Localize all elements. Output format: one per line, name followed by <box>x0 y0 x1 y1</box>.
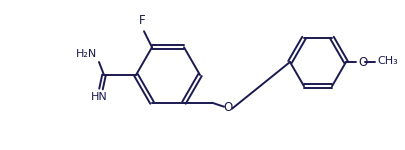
Text: CH₃: CH₃ <box>377 56 398 66</box>
Text: O: O <box>358 56 367 69</box>
Text: H₂N: H₂N <box>76 49 97 59</box>
Text: HN: HN <box>91 92 107 102</box>
Text: O: O <box>224 101 232 114</box>
Text: F: F <box>139 14 145 27</box>
